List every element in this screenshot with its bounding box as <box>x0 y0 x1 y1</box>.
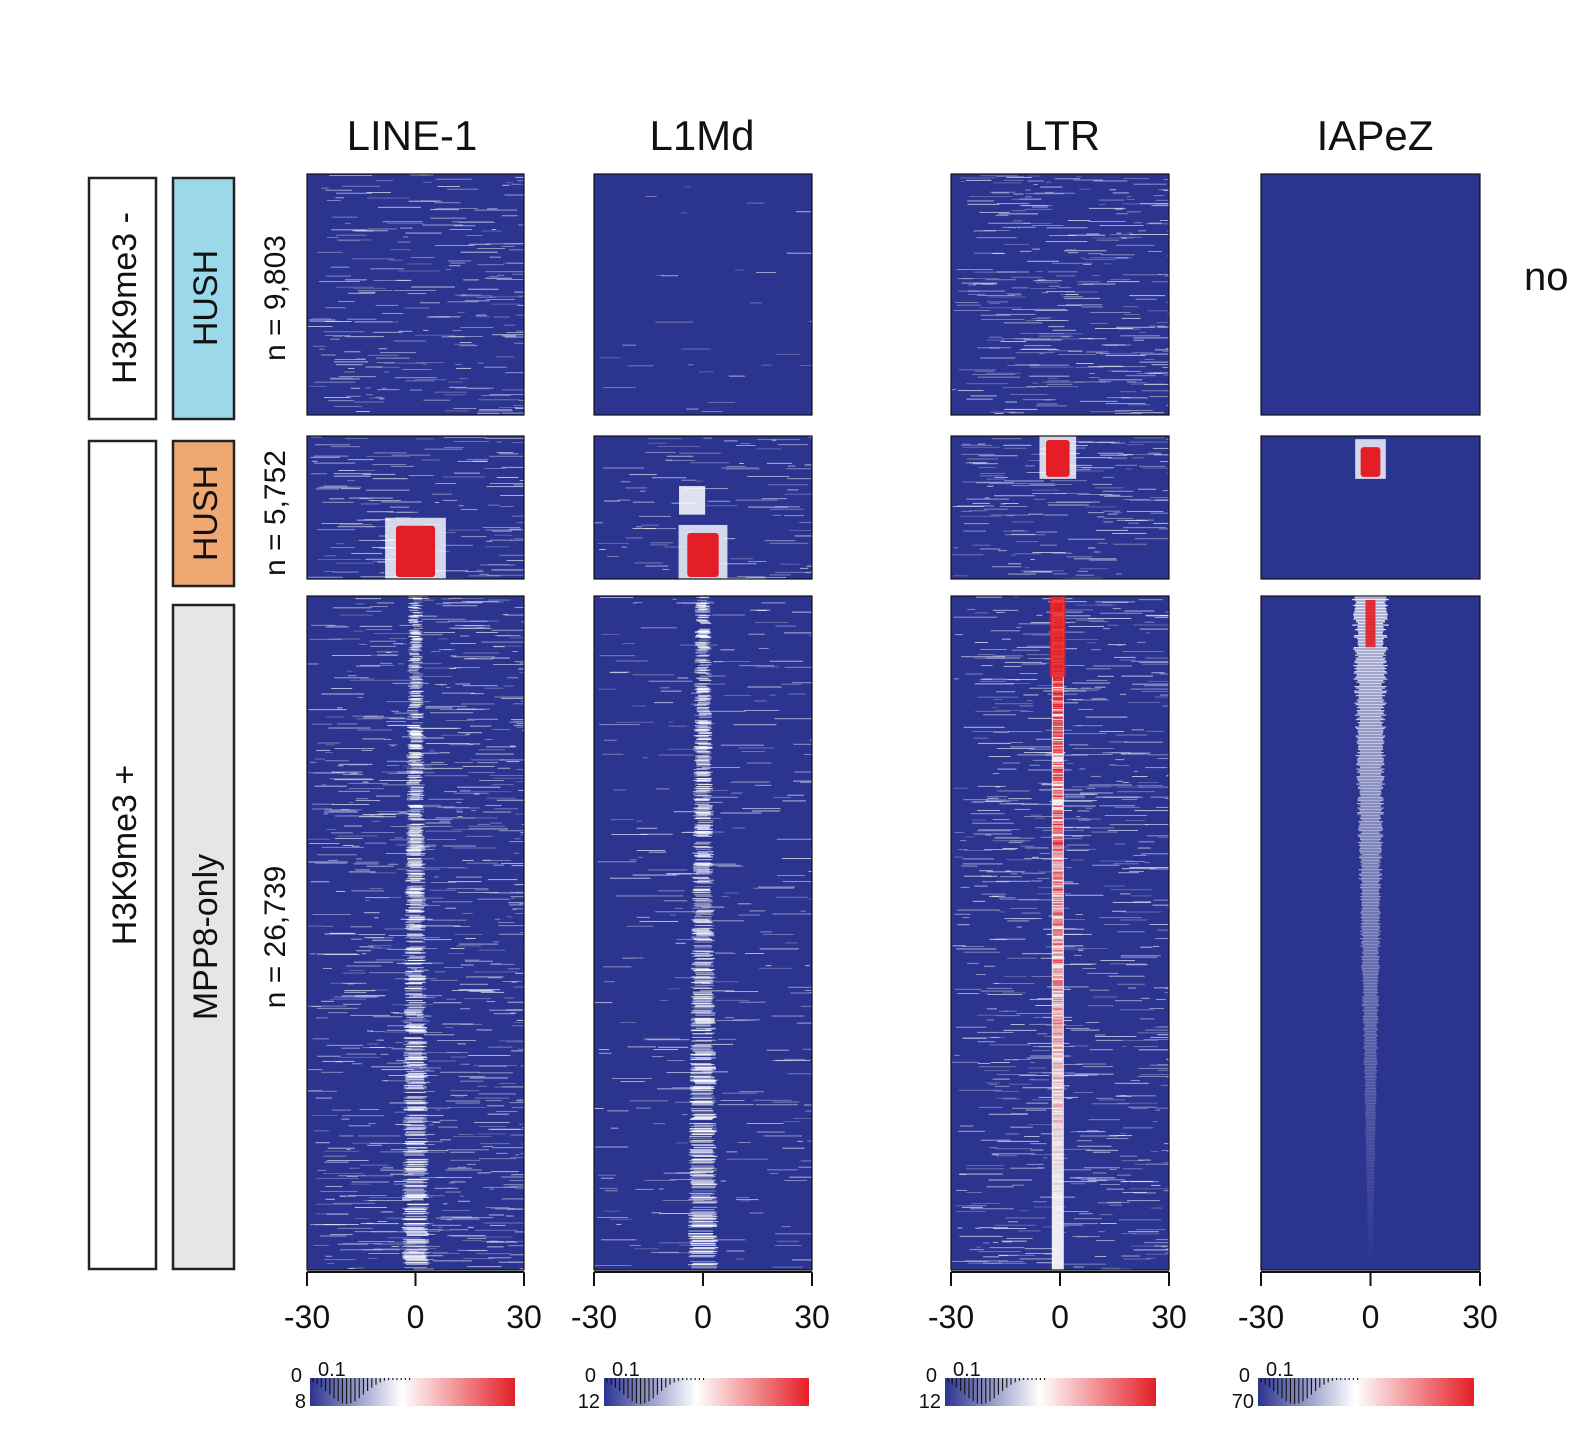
heatmap-panel-ltr-2 <box>950 432 1170 580</box>
colorbar-l1md: 0 0.1 12 <box>578 1359 809 1413</box>
column-title-l1md: L1Md <box>649 112 754 159</box>
x-axis-iapez: -30 0 30 <box>1238 1271 1498 1335</box>
x-tick-label: -30 <box>928 1299 974 1335</box>
column-title-line1: LINE-1 <box>347 112 478 159</box>
heatmap-panel-l1md-2 <box>593 435 813 580</box>
subgroup-box-hush-pos <box>171 439 236 588</box>
x-tick-label: 0 <box>1362 1299 1380 1335</box>
cut-off-label: no <box>1524 255 1569 299</box>
x-tick-label: 30 <box>1151 1299 1187 1335</box>
colorbar-min: 0 <box>291 1365 302 1387</box>
colorbar-mid: 0.1 <box>953 1359 981 1381</box>
x-tick-label: -30 <box>571 1299 617 1335</box>
x-tick-label: 30 <box>794 1299 830 1335</box>
colorbar-max: 70 <box>1232 1391 1254 1413</box>
heatmap-panel-line-1-2 <box>306 435 525 580</box>
heatmap-panel-iapez-2 <box>1260 435 1481 580</box>
x-tick-label: 0 <box>694 1299 712 1335</box>
colorbar-mid: 0.1 <box>1266 1359 1294 1381</box>
x-tick-label: 0 <box>407 1299 425 1335</box>
heatmap-panel-ltr-1 <box>950 173 1170 416</box>
colorbar-min: 0 <box>585 1365 596 1387</box>
x-axis-line-1: -30 0 30 <box>284 1271 542 1335</box>
heatmap-panel-ltr-3 <box>950 595 1170 1271</box>
heatmap-panel-l1md-3 <box>593 595 813 1271</box>
subgroup-label-mpp8-only: MPP8-only <box>187 854 225 1020</box>
x-axis-ltr: -30 0 30 <box>928 1271 1187 1335</box>
x-tick-label: -30 <box>284 1299 330 1335</box>
subgroup-box-mpp8-only <box>171 603 236 1271</box>
subgroup-label-hush-neg: HUSH <box>187 250 225 346</box>
x-tick-label: 30 <box>506 1299 542 1335</box>
outer-group-box-neg <box>87 176 158 421</box>
colorbar-line-1: 0 0.18 <box>291 1359 515 1413</box>
heatmap-panel-iapez-3 <box>1260 595 1481 1271</box>
colorbar-max: 8 <box>295 1391 306 1413</box>
x-tick-label: -30 <box>1238 1299 1284 1335</box>
heatmap-panel-line-1-1 <box>306 173 525 416</box>
colorbar-iapez: 0 0.1 70 <box>1232 1359 1474 1413</box>
column-title-iapez: IAPeZ <box>1317 112 1434 159</box>
colorbar-ltr: 0 0.1 12 <box>919 1359 1156 1413</box>
subgroup-box-hush-neg <box>171 176 236 421</box>
colorbar-mid: 0.1 <box>612 1359 640 1381</box>
x-tick-label: 0 <box>1051 1299 1069 1335</box>
colorbar-min: 0 <box>926 1365 937 1387</box>
n-label-group2: n = 5,752 <box>259 450 292 576</box>
outer-group-label-pos: H3K9me3 + <box>106 765 144 946</box>
x-axis-l1md: -30 0 30 <box>571 1271 830 1335</box>
colorbar-max: 12 <box>578 1391 600 1413</box>
colorbar-min: 0 <box>1239 1365 1250 1387</box>
column-title-ltr: LTR <box>1024 112 1100 159</box>
x-tick-label: 30 <box>1462 1299 1498 1335</box>
n-label-group3: n = 26,739 <box>259 866 292 1009</box>
colorbar-max: 12 <box>919 1391 941 1413</box>
heatmap-panel-l1md-1 <box>593 173 813 416</box>
subgroup-label-hush-pos: HUSH <box>187 465 225 561</box>
heatmap-panel-iapez-1 <box>1260 173 1481 416</box>
outer-group-box-pos <box>87 439 158 1271</box>
outer-group-label-neg: H3K9me3 - <box>106 212 144 384</box>
heatmap-panel-line-1-3 <box>306 595 525 1271</box>
colorbar-mid: 0.1 <box>318 1359 346 1381</box>
n-label-group1: n = 9,803 <box>259 235 292 361</box>
